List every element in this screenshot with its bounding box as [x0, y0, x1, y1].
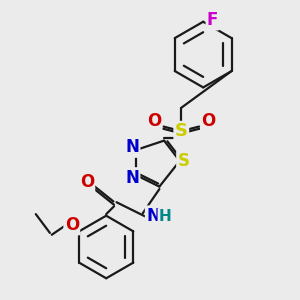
- Text: O: O: [65, 216, 79, 234]
- Text: O: O: [147, 112, 161, 130]
- Text: F: F: [207, 11, 218, 29]
- Text: S: S: [178, 152, 190, 170]
- Text: O: O: [80, 173, 94, 191]
- Text: S: S: [175, 122, 188, 140]
- Text: N: N: [125, 169, 139, 187]
- Text: H: H: [158, 209, 171, 224]
- Text: O: O: [201, 112, 216, 130]
- Text: N: N: [125, 139, 139, 157]
- Text: N: N: [146, 207, 160, 225]
